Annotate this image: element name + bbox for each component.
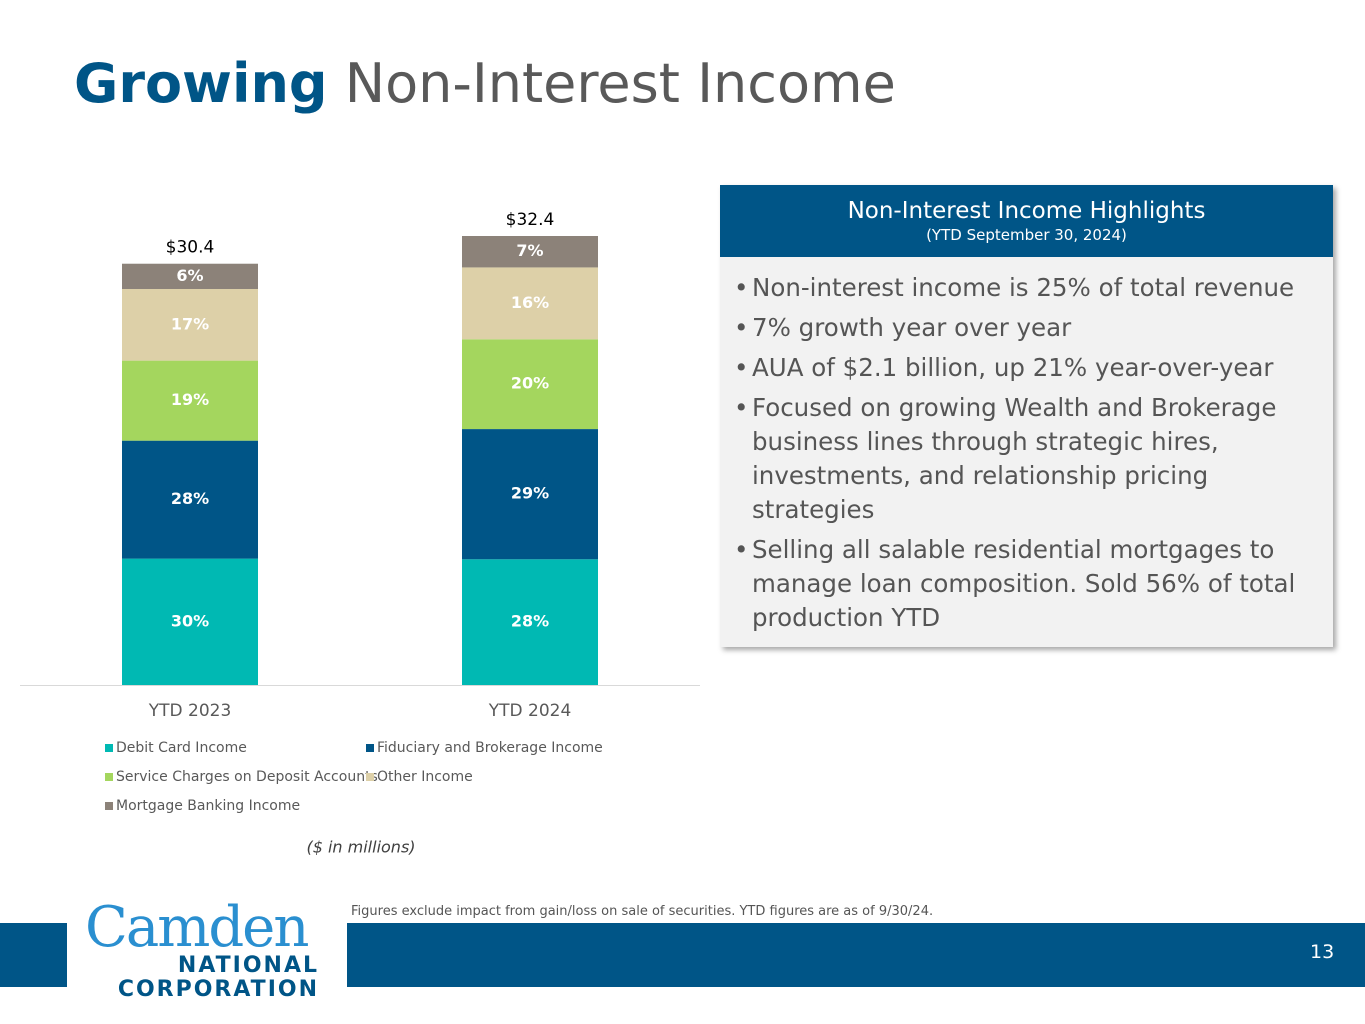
data-label: 29% [511,484,549,503]
legend-label: Other Income [377,769,473,785]
logo-name: Camden [85,895,309,960]
total-label: $32.4 [506,210,555,230]
bullet: 7% growth year over year [734,311,1303,345]
legend-swatch [105,744,113,752]
title-emphasis: Growing [74,52,328,115]
data-label: 16% [511,293,549,312]
slide-title: Growing Non-Interest Income [74,52,896,115]
legend-label: Debit Card Income [116,740,247,756]
x-tick-label: YTD 2024 [488,701,572,721]
bar-segment [462,339,598,430]
data-label: 19% [171,390,209,409]
highlights-subtitle: (YTD September 30, 2024) [926,226,1127,244]
bar-segment [122,440,258,559]
page-number: 13 [1310,941,1335,963]
bullet: Selling all salable residential mortgage… [734,533,1303,635]
logo-line: CORPORATION [117,977,319,1002]
x-tick-label: YTD 2023 [148,701,232,721]
legend-label: Fiduciary and Brokerage Income [377,740,603,756]
data-label: 28% [171,489,209,508]
data-label: 20% [511,374,549,393]
highlights-title: Non-Interest Income Highlights [847,198,1206,224]
chart-note: ($ in millions) [306,838,415,857]
legend-label: Mortgage Banking Income [116,798,300,814]
total-label: $30.4 [166,238,215,258]
legend-label: Service Charges on Deposit Accounts [116,769,378,785]
data-label: 28% [511,612,549,631]
bar-segment [462,429,598,560]
bullet: Non-interest income is 25% of total reve… [734,271,1303,305]
bullet-list: Non-interest income is 25% of total reve… [720,257,1333,635]
data-label: 30% [171,611,209,630]
data-label: 7% [516,241,543,260]
bar-segment [122,360,258,441]
bar-segment [122,558,258,685]
bar-segment [462,267,598,340]
bar-segment [462,236,598,268]
legend-swatch [105,773,113,781]
legend-swatch [366,744,374,752]
logo: Camden NATIONAL CORPORATION [67,895,347,1005]
logo-line: NATIONAL [177,953,319,978]
title-rest: Non-Interest Income [344,52,896,115]
bar-segment [122,288,258,361]
chart: 30% 28% 19% 17% 6% $30.4 YTD 2023 28% 29% 20% 16% 7… [20,210,700,857]
highlights-box: Non-Interest Income Highlights (YTD Sept… [720,185,1333,647]
bar-segment [462,559,598,685]
data-label: 17% [171,314,209,333]
bar-segment [122,263,258,289]
footnote: Figures exclude impact from gain/loss on… [351,904,934,919]
legend-swatch [366,773,374,781]
highlights-header: Non-Interest Income Highlights (YTD Sept… [720,185,1333,257]
data-label: 6% [176,266,203,285]
legend-swatch [105,802,113,810]
bullet: AUA of $2.1 billion, up 21% year-over-ye… [734,351,1303,385]
bullet: Focused on growing Wealth and Brokerage … [734,391,1303,527]
